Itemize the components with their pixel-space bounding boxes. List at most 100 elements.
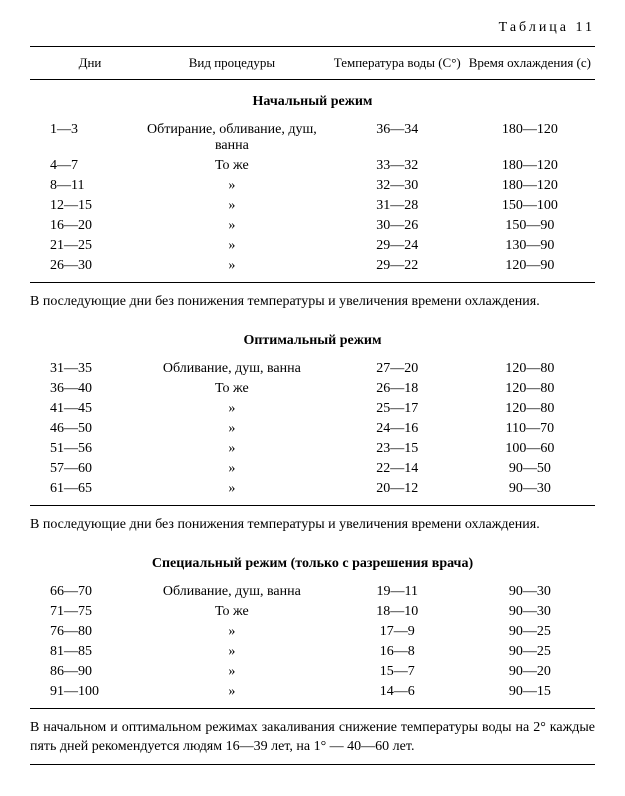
cell-procedure: » <box>134 196 330 216</box>
cell-temp: 36—34 <box>330 120 465 156</box>
cell-temp: 25—17 <box>330 399 465 419</box>
section-note: В начальном и оптимальном режимах закали… <box>30 709 595 764</box>
cell-days: 51—56 <box>30 439 134 459</box>
cell-days: 91—100 <box>30 682 134 702</box>
cell-time: 90—50 <box>465 459 595 479</box>
table-row: 21—25»29—24130—90 <box>30 236 595 256</box>
cell-temp: 31—28 <box>330 196 465 216</box>
section-title: Специальный режим (только с разрешения в… <box>30 542 595 582</box>
cell-procedure: » <box>134 399 330 419</box>
table-row: 41—45»25—17120—80 <box>30 399 595 419</box>
cell-time: 90—20 <box>465 662 595 682</box>
cell-days: 57—60 <box>30 459 134 479</box>
header-days: Дни <box>30 47 134 80</box>
cell-time: 120—80 <box>465 379 595 399</box>
cell-procedure: Обливание, душ, ванна <box>134 582 330 602</box>
cell-procedure: Обливание, душ, ванна <box>134 359 330 379</box>
cell-days: 4—7 <box>30 156 134 176</box>
table-header-row: Дни Вид процедуры Температура воды (С°) … <box>30 47 595 80</box>
cell-temp: 32—30 <box>330 176 465 196</box>
table-row: 4—7То же33—32180—120 <box>30 156 595 176</box>
cell-time: 180—120 <box>465 120 595 156</box>
section-title: Начальный режим <box>30 80 595 121</box>
cell-procedure: » <box>134 256 330 276</box>
table-row: 61—65»20—1290—30 <box>30 479 595 499</box>
cell-temp: 29—24 <box>330 236 465 256</box>
section-note: В последующие дни без понижения температ… <box>30 506 595 543</box>
cell-temp: 30—26 <box>330 216 465 236</box>
cell-temp: 23—15 <box>330 439 465 459</box>
cell-days: 16—20 <box>30 216 134 236</box>
cell-time: 90—30 <box>465 582 595 602</box>
cell-temp: 19—11 <box>330 582 465 602</box>
table-row: 46—50»24—16110—70 <box>30 419 595 439</box>
section-note: В последующие дни без понижения температ… <box>30 283 595 320</box>
cell-days: 36—40 <box>30 379 134 399</box>
table-row: 57—60»22—1490—50 <box>30 459 595 479</box>
note-text: В начальном и оптимальном режимах закали… <box>30 709 595 764</box>
table-row: 31—35Обливание, душ, ванна27—20120—80 <box>30 359 595 379</box>
cell-days: 41—45 <box>30 399 134 419</box>
note-text: В последующие дни без понижения температ… <box>30 283 595 320</box>
section-header: Оптимальный режим <box>30 319 595 359</box>
table-row: 76—80»17—990—25 <box>30 622 595 642</box>
cell-temp: 29—22 <box>330 256 465 276</box>
section-title: Оптимальный режим <box>30 319 595 359</box>
table-row: 81—85»16—890—25 <box>30 642 595 662</box>
table-row: 91—100»14—690—15 <box>30 682 595 702</box>
cell-days: 21—25 <box>30 236 134 256</box>
section-header: Специальный режим (только с разрешения в… <box>30 542 595 582</box>
cell-days: 66—70 <box>30 582 134 602</box>
cell-temp: 17—9 <box>330 622 465 642</box>
cell-temp: 16—8 <box>330 642 465 662</box>
header-time: Время охлаждения (с) <box>465 47 595 80</box>
header-procedure: Вид процедуры <box>134 47 330 80</box>
header-temp: Температура воды (С°) <box>330 47 465 80</box>
cell-procedure: То же <box>134 156 330 176</box>
cell-days: 12—15 <box>30 196 134 216</box>
cell-time: 90—25 <box>465 642 595 662</box>
table-row: 12—15»31—28150—100 <box>30 196 595 216</box>
cell-procedure: » <box>134 642 330 662</box>
cell-time: 120—80 <box>465 399 595 419</box>
cell-time: 120—80 <box>465 359 595 379</box>
cell-time: 90—30 <box>465 479 595 499</box>
cell-procedure: » <box>134 459 330 479</box>
cell-procedure: Обтирание, обливание, душ, ванна <box>134 120 330 156</box>
cell-days: 8—11 <box>30 176 134 196</box>
cell-procedure: » <box>134 439 330 459</box>
cell-procedure: » <box>134 479 330 499</box>
cell-time: 100—60 <box>465 439 595 459</box>
cell-temp: 26—18 <box>330 379 465 399</box>
cell-procedure: » <box>134 682 330 702</box>
cell-time: 150—100 <box>465 196 595 216</box>
table-row: 1—3Обтирание, обливание, душ, ванна36—34… <box>30 120 595 156</box>
cell-temp: 18—10 <box>330 602 465 622</box>
cell-days: 46—50 <box>30 419 134 439</box>
table-label: Таблица 11 <box>30 20 595 36</box>
cell-time: 180—120 <box>465 156 595 176</box>
cell-time: 90—25 <box>465 622 595 642</box>
cell-time: 120—90 <box>465 256 595 276</box>
cell-days: 61—65 <box>30 479 134 499</box>
cell-days: 26—30 <box>30 256 134 276</box>
procedure-table: Дни Вид процедуры Температура воды (С°) … <box>30 46 595 765</box>
cell-time: 130—90 <box>465 236 595 256</box>
cell-days: 1—3 <box>30 120 134 156</box>
note-text: В последующие дни без понижения температ… <box>30 506 595 543</box>
cell-procedure: » <box>134 236 330 256</box>
table-row: 26—30»29—22120—90 <box>30 256 595 276</box>
cell-procedure: То же <box>134 379 330 399</box>
cell-temp: 14—6 <box>330 682 465 702</box>
cell-procedure: » <box>134 176 330 196</box>
cell-temp: 22—14 <box>330 459 465 479</box>
cell-time: 110—70 <box>465 419 595 439</box>
table-row: 8—11»32—30180—120 <box>30 176 595 196</box>
cell-days: 86—90 <box>30 662 134 682</box>
cell-time: 150—90 <box>465 216 595 236</box>
table-row: 86—90»15—790—20 <box>30 662 595 682</box>
cell-temp: 24—16 <box>330 419 465 439</box>
table-row: 66—70Обливание, душ, ванна19—1190—30 <box>30 582 595 602</box>
table-row: 51—56»23—15100—60 <box>30 439 595 459</box>
cell-time: 90—15 <box>465 682 595 702</box>
